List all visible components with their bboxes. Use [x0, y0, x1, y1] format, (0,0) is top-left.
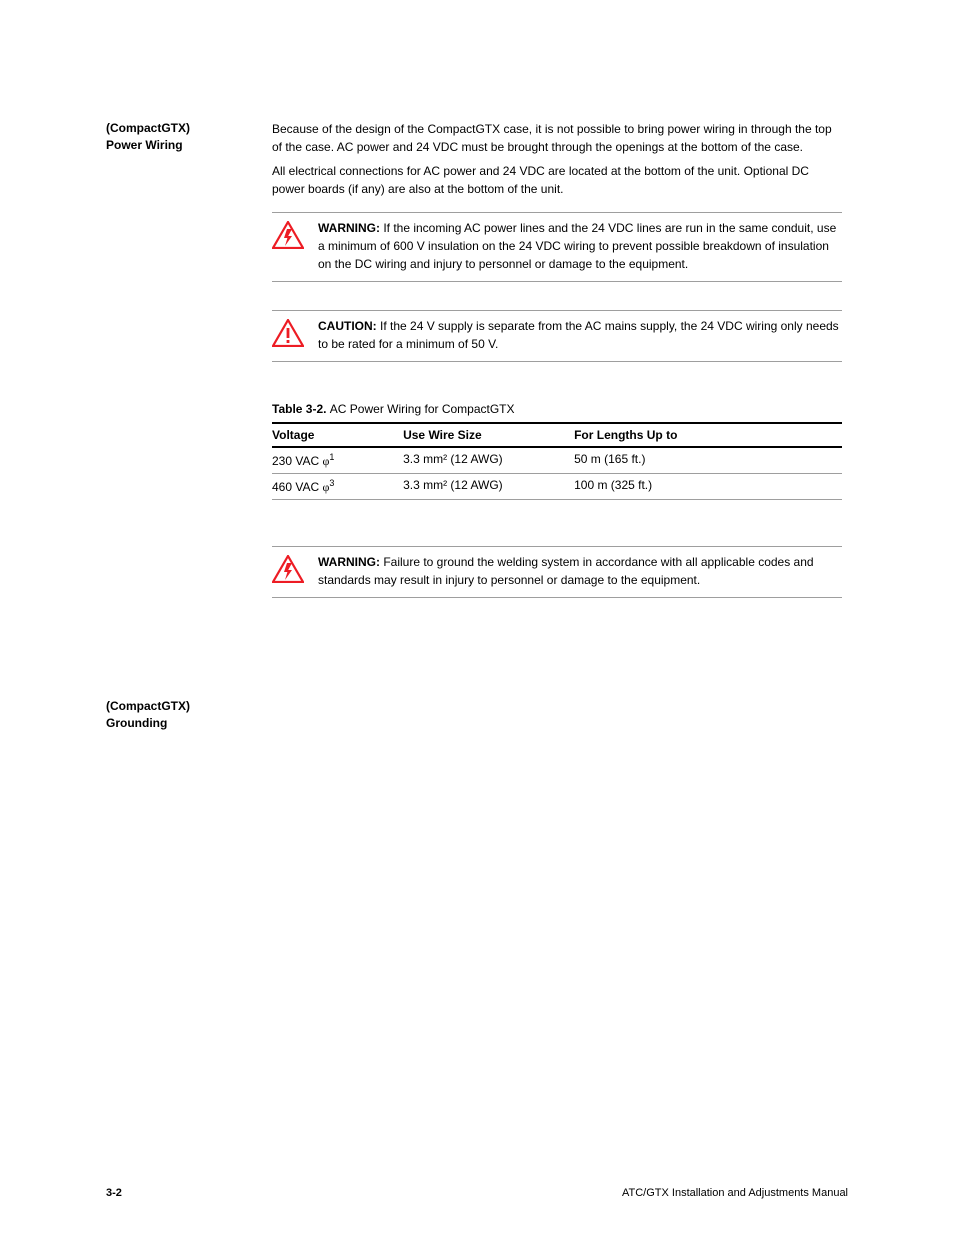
side-caption-grounding: (CompactGTX) Grounding	[106, 698, 256, 732]
table-cell-wire: 3.3 mm² (12 AWG)	[403, 474, 574, 500]
exclamation-caution-icon	[272, 319, 304, 347]
table-cell-length: 100 m (325 ft.)	[574, 474, 842, 500]
table-header-row: Voltage Use Wire Size For Lengths Up to	[272, 423, 842, 447]
table-row: 230 VAC φ1 3.3 mm² (12 AWG) 50 m (165 ft…	[272, 447, 842, 474]
table-caption: Table 3-2. AC Power Wiring for CompactGT…	[272, 402, 842, 416]
lightning-warning-icon	[272, 555, 304, 583]
table-header-wire: Use Wire Size	[403, 423, 574, 447]
table-cell-voltage: 460 VAC φ3	[272, 474, 403, 500]
footer-page-number: 3-2	[106, 1187, 122, 1199]
intro-p1: Because of the design of the CompactGTX …	[272, 120, 842, 156]
table-cell-wire: 3.3 mm² (12 AWG)	[403, 447, 574, 474]
table-header-length: For Lengths Up to	[574, 423, 842, 447]
warning-ac-text: WARNING: If the incoming AC power lines …	[318, 219, 842, 273]
lightning-warning-icon	[272, 221, 304, 249]
caution-dc-block: CAUTION: If the 24 V supply is separate …	[272, 311, 842, 361]
footer-manual-title: ATC/GTX Installation and Adjustments Man…	[622, 1187, 848, 1199]
intro-paragraphs: Because of the design of the CompactGTX …	[272, 120, 842, 198]
table-cell-length: 50 m (165 ft.)	[574, 447, 842, 474]
side-caption-power: (CompactGTX) Power Wiring	[106, 120, 256, 154]
warning-grounding-block: WARNING: Failure to ground the welding s…	[272, 547, 842, 597]
caution-dc-text: CAUTION: If the 24 V supply is separate …	[318, 317, 842, 353]
warning-grounding-text: WARNING: Failure to ground the welding s…	[318, 553, 842, 589]
table-cell-voltage: 230 VAC φ1	[272, 447, 403, 474]
intro-p2: All electrical connections for AC power …	[272, 162, 842, 198]
table-header-voltage: Voltage	[272, 423, 403, 447]
power-wiring-table: Voltage Use Wire Size For Lengths Up to …	[272, 422, 842, 500]
warning-ac-block: WARNING: If the incoming AC power lines …	[272, 213, 842, 281]
power-wiring-table-section: Table 3-2. AC Power Wiring for CompactGT…	[272, 402, 842, 500]
page-footer: 3-2 ATC/GTX Installation and Adjustments…	[0, 1187, 954, 1199]
table-row: 460 VAC φ3 3.3 mm² (12 AWG) 100 m (325 f…	[272, 474, 842, 500]
